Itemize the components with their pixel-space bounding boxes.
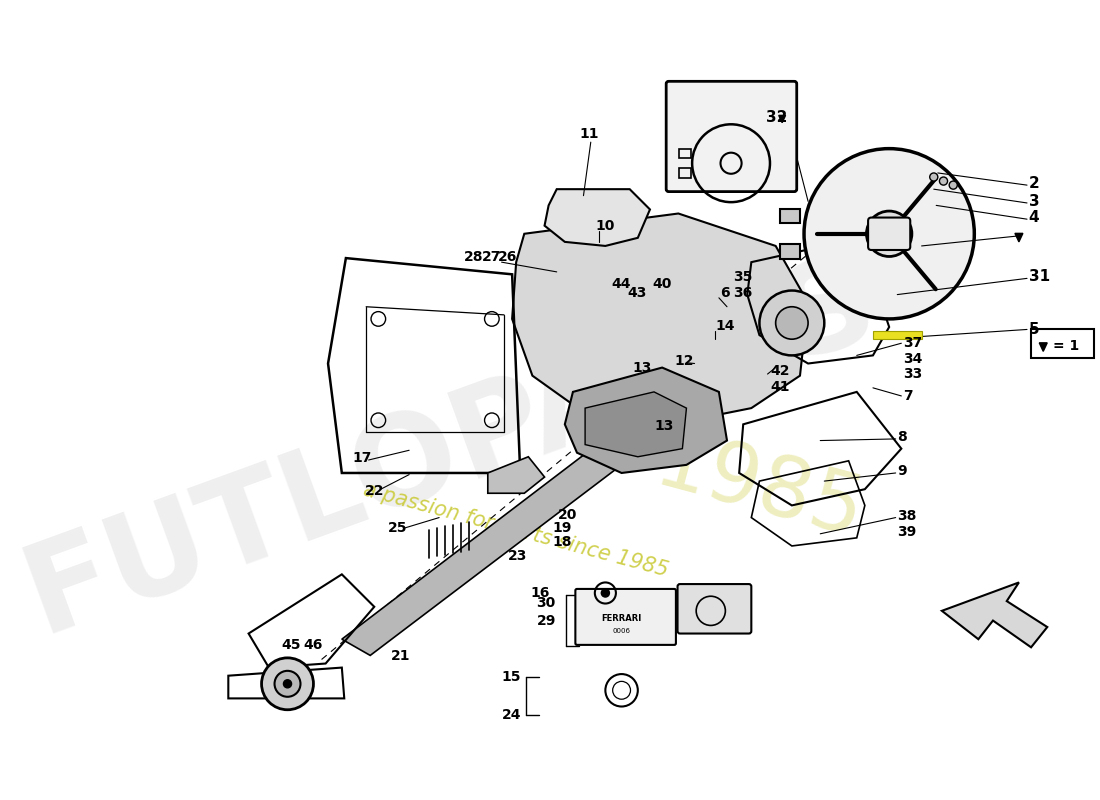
FancyBboxPatch shape bbox=[667, 82, 796, 192]
FancyBboxPatch shape bbox=[868, 218, 911, 250]
Circle shape bbox=[867, 211, 912, 257]
Polygon shape bbox=[564, 367, 727, 473]
Text: 13: 13 bbox=[654, 419, 673, 433]
Text: 5: 5 bbox=[1028, 322, 1040, 337]
Text: 41: 41 bbox=[771, 380, 790, 394]
Circle shape bbox=[949, 181, 957, 189]
Text: 40: 40 bbox=[652, 277, 672, 291]
Text: 11: 11 bbox=[580, 127, 598, 141]
Text: 1985: 1985 bbox=[647, 422, 872, 556]
Text: 30: 30 bbox=[537, 596, 556, 610]
Text: 23: 23 bbox=[508, 549, 527, 562]
Polygon shape bbox=[1040, 343, 1047, 351]
Text: 27: 27 bbox=[482, 250, 502, 264]
Text: 35: 35 bbox=[733, 270, 752, 284]
Text: a passion for parts since 1985: a passion for parts since 1985 bbox=[362, 479, 671, 580]
Bar bbox=[679, 149, 691, 158]
Text: 0006: 0006 bbox=[613, 628, 630, 634]
Text: 34: 34 bbox=[903, 353, 922, 366]
Polygon shape bbox=[513, 214, 808, 424]
Text: 28: 28 bbox=[464, 250, 484, 264]
Text: 13: 13 bbox=[632, 361, 651, 374]
Text: 15: 15 bbox=[502, 670, 521, 684]
Text: 4: 4 bbox=[1028, 210, 1040, 225]
Circle shape bbox=[930, 173, 938, 181]
Text: 2: 2 bbox=[1028, 176, 1040, 191]
Text: 9: 9 bbox=[898, 464, 906, 478]
Text: 42: 42 bbox=[771, 364, 790, 378]
Circle shape bbox=[284, 680, 292, 688]
Circle shape bbox=[275, 671, 300, 697]
Polygon shape bbox=[342, 445, 622, 655]
Text: 22: 22 bbox=[364, 484, 384, 498]
Text: FUTLOPARTS: FUTLOPARTS bbox=[10, 238, 893, 658]
Text: 7: 7 bbox=[903, 389, 913, 403]
Text: 18: 18 bbox=[552, 535, 572, 549]
Polygon shape bbox=[779, 115, 785, 122]
Polygon shape bbox=[487, 457, 544, 494]
Circle shape bbox=[262, 658, 314, 710]
Text: 12: 12 bbox=[674, 354, 694, 368]
Circle shape bbox=[939, 177, 947, 185]
Text: 17: 17 bbox=[352, 451, 372, 466]
Circle shape bbox=[776, 306, 808, 339]
Text: 32: 32 bbox=[766, 110, 788, 126]
Circle shape bbox=[602, 589, 609, 597]
Text: 24: 24 bbox=[502, 708, 521, 722]
Text: 31: 31 bbox=[1028, 270, 1049, 284]
Polygon shape bbox=[544, 189, 650, 246]
Text: 44: 44 bbox=[610, 277, 630, 291]
Text: 39: 39 bbox=[898, 525, 916, 539]
Text: 33: 33 bbox=[903, 367, 922, 381]
Text: 21: 21 bbox=[390, 650, 410, 663]
Text: 6: 6 bbox=[720, 286, 730, 300]
Text: 43: 43 bbox=[627, 286, 647, 300]
Text: 19: 19 bbox=[552, 521, 572, 535]
Bar bbox=[780, 209, 800, 223]
FancyBboxPatch shape bbox=[575, 589, 675, 645]
Text: = 1: = 1 bbox=[1053, 338, 1079, 353]
FancyBboxPatch shape bbox=[678, 584, 751, 634]
Text: 16: 16 bbox=[530, 586, 549, 600]
Text: 26: 26 bbox=[498, 250, 518, 264]
Text: 3: 3 bbox=[1028, 194, 1040, 209]
Text: 10: 10 bbox=[595, 218, 615, 233]
Bar bbox=[679, 168, 691, 178]
Polygon shape bbox=[942, 582, 1047, 647]
Bar bbox=[780, 244, 800, 259]
FancyBboxPatch shape bbox=[1031, 330, 1094, 358]
Text: 46: 46 bbox=[304, 638, 323, 652]
Text: 37: 37 bbox=[903, 336, 922, 350]
Text: 25: 25 bbox=[388, 521, 408, 535]
Circle shape bbox=[804, 149, 975, 319]
Text: FERRARI: FERRARI bbox=[602, 614, 641, 623]
Polygon shape bbox=[585, 392, 686, 457]
Text: 45: 45 bbox=[280, 638, 300, 652]
Text: 29: 29 bbox=[537, 614, 556, 627]
Polygon shape bbox=[1015, 234, 1023, 242]
Circle shape bbox=[759, 290, 824, 355]
Text: 36: 36 bbox=[733, 286, 752, 300]
Text: 38: 38 bbox=[898, 509, 916, 523]
Text: 14: 14 bbox=[716, 319, 735, 334]
Text: 8: 8 bbox=[898, 430, 907, 444]
Text: 20: 20 bbox=[559, 508, 578, 522]
Bar bbox=[873, 331, 922, 339]
